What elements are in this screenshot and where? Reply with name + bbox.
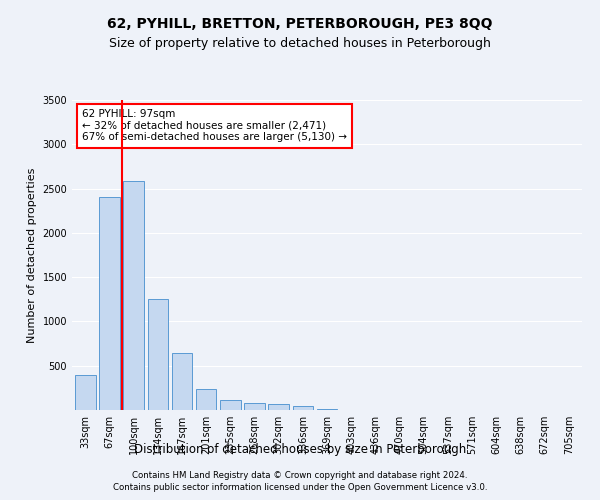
- Text: Contains HM Land Registry data © Crown copyright and database right 2024.: Contains HM Land Registry data © Crown c…: [132, 471, 468, 480]
- Bar: [75, 374, 95, 410]
- Bar: [172, 354, 192, 410]
- Bar: [148, 300, 168, 410]
- Bar: [317, 409, 337, 410]
- Y-axis label: Number of detached properties: Number of detached properties: [27, 168, 37, 342]
- Bar: [196, 388, 217, 410]
- Text: Size of property relative to detached houses in Peterborough: Size of property relative to detached ho…: [109, 38, 491, 51]
- Bar: [99, 198, 120, 410]
- Text: Distribution of detached houses by size in Peterborough: Distribution of detached houses by size …: [134, 442, 466, 456]
- Bar: [244, 404, 265, 410]
- Bar: [124, 182, 144, 410]
- Bar: [293, 406, 313, 410]
- Text: 62 PYHILL: 97sqm
← 32% of detached houses are smaller (2,471)
67% of semi-detach: 62 PYHILL: 97sqm ← 32% of detached house…: [82, 110, 347, 142]
- Text: 62, PYHILL, BRETTON, PETERBOROUGH, PE3 8QQ: 62, PYHILL, BRETTON, PETERBOROUGH, PE3 8…: [107, 18, 493, 32]
- Bar: [268, 404, 289, 410]
- Bar: [220, 400, 241, 410]
- Text: Contains public sector information licensed under the Open Government Licence v3: Contains public sector information licen…: [113, 484, 487, 492]
